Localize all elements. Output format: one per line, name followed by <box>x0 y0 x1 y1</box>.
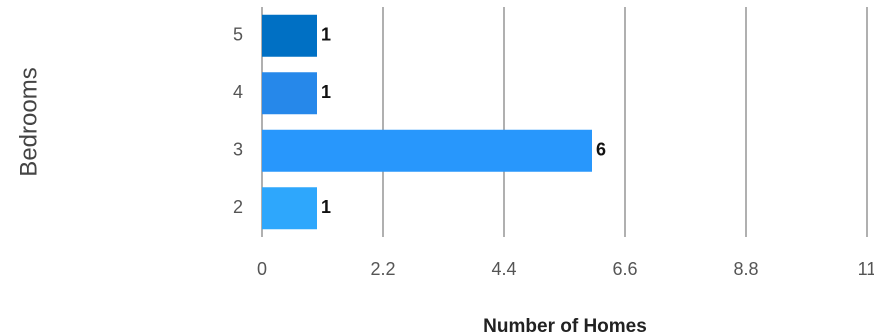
data-label: 1 <box>321 197 331 217</box>
x-tick-label: 4.4 <box>491 259 516 279</box>
y-axis-title: Bedrooms <box>15 67 42 176</box>
x-tick-label: 2.2 <box>370 259 395 279</box>
gridlines <box>261 7 868 237</box>
x-tick-label: 0 <box>257 259 267 279</box>
bar <box>262 129 592 172</box>
bar <box>262 14 317 57</box>
x-axis-title: Number of Homes <box>483 316 647 334</box>
y-axis-ticks: 5 4 3 2 <box>233 25 243 218</box>
y-tick-label: 2 <box>233 197 243 217</box>
data-label: 6 <box>596 140 606 160</box>
bars <box>262 14 592 230</box>
y-tick-label: 4 <box>233 82 243 102</box>
x-tick-label: 11 <box>858 259 874 279</box>
x-axis-ticks: 0 2.2 4.4 6.6 8.8 11 <box>257 259 874 279</box>
y-tick-label: 3 <box>233 140 243 160</box>
bar <box>262 72 317 115</box>
x-tick-label: 6.6 <box>612 259 637 279</box>
data-label: 1 <box>321 25 331 45</box>
bar <box>262 187 317 230</box>
y-tick-label: 5 <box>233 25 243 45</box>
x-tick-label: 8.8 <box>733 259 758 279</box>
data-label: 1 <box>321 82 331 102</box>
